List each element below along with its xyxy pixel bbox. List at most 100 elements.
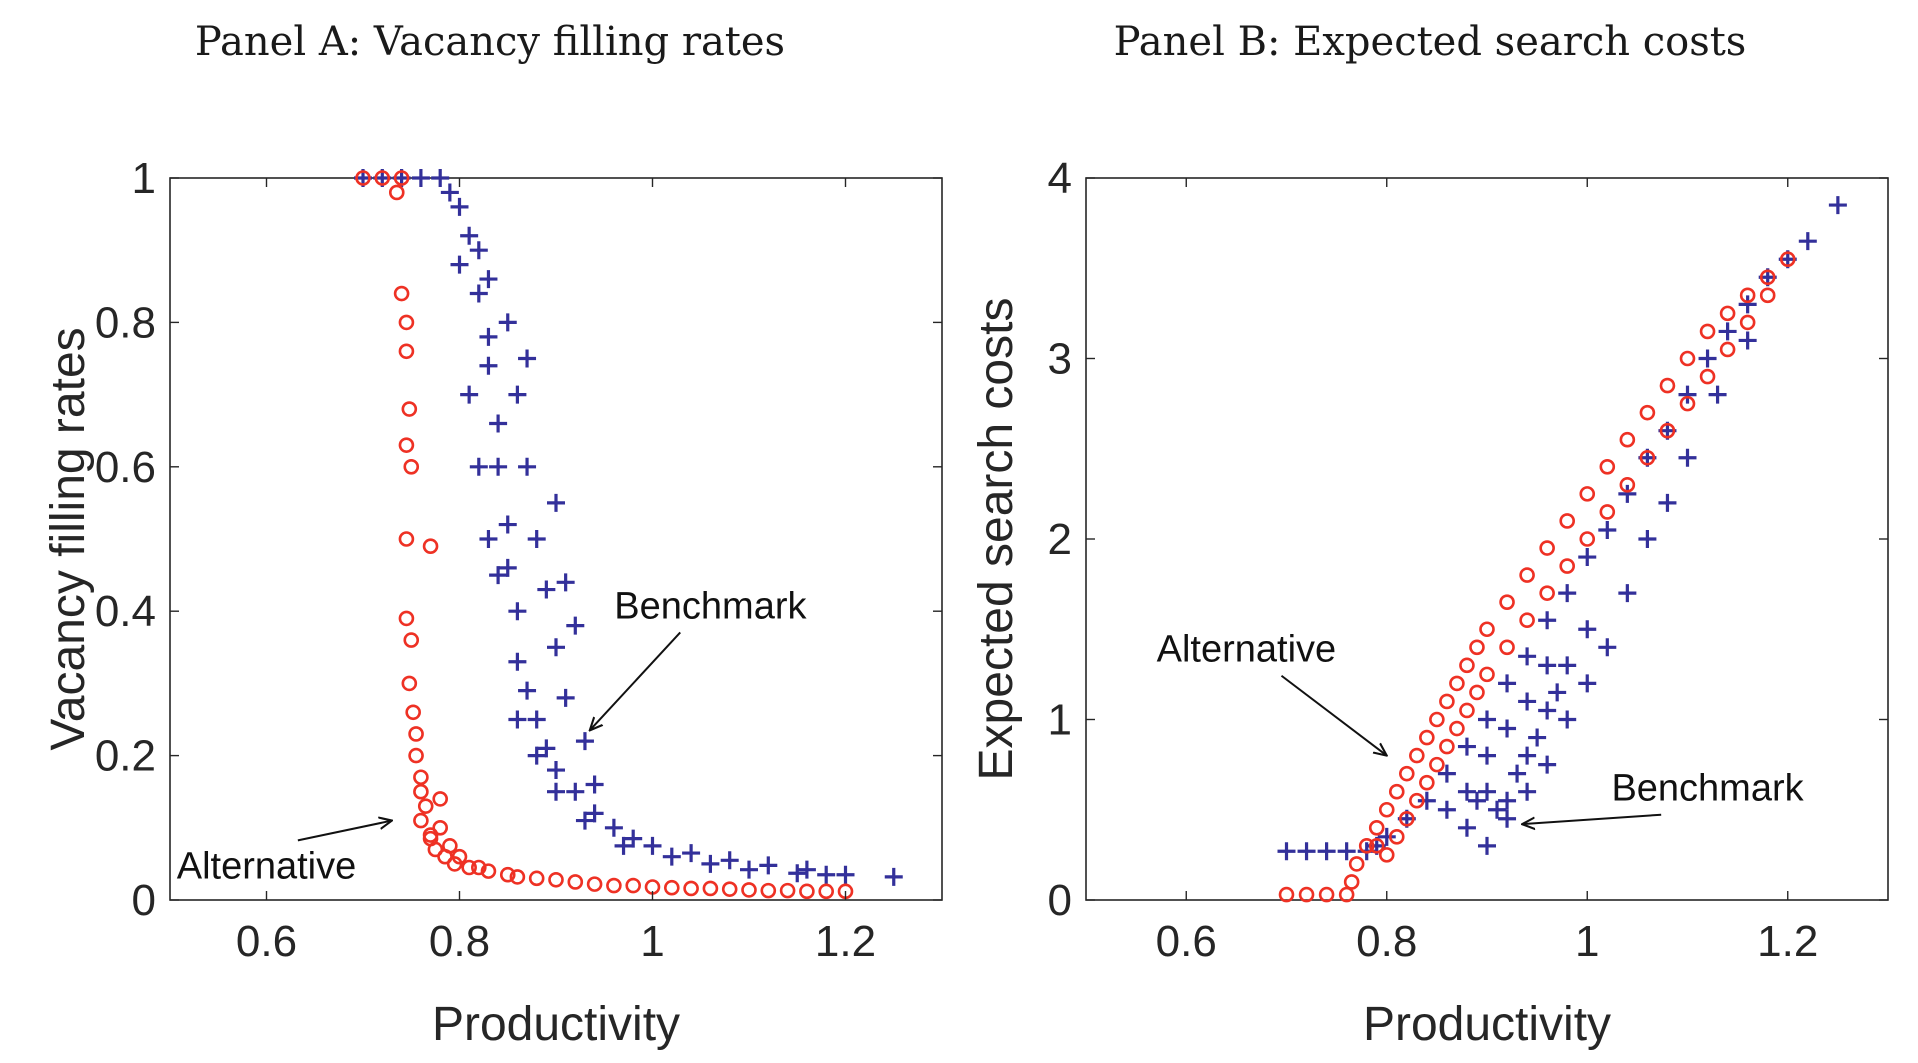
- panel-b-circle-marker: [1419, 774, 1435, 791]
- panel-b-plus-marker: [1508, 764, 1527, 783]
- panel-b-circle-marker: [1639, 404, 1656, 421]
- panel-a-plus-marker: [547, 638, 565, 657]
- panel-a-circle-marker: [528, 870, 545, 887]
- panel-a-circle-marker: [413, 812, 429, 829]
- panel-b-circle-marker: [1298, 886, 1315, 903]
- panel-b: Panel B: Expected search costs 0.6 0.8 1 1.…: [970, 19, 1889, 1051]
- panel-a-circle-marker: [818, 883, 835, 900]
- panel-a-circle-marker: [401, 401, 418, 417]
- panel-a-plus-marker: [508, 710, 527, 729]
- panel-a-circle-marker: [405, 704, 421, 721]
- panel-b-annotations: Alternative Benchmark: [1157, 629, 1805, 824]
- panel-a-plus-marker: [604, 818, 623, 837]
- panel-a-circle-marker: [606, 877, 622, 894]
- panel-b-plus-marker: [1658, 493, 1677, 512]
- panel-a-annotation-benchmark: Benchmark: [614, 585, 807, 627]
- panel-b-annotation-arrow: [1280, 674, 1386, 756]
- panel-a-plus-marker: [585, 804, 604, 823]
- panel-b-circle-marker: [1639, 449, 1656, 466]
- panel-b-circle-marker: [1343, 874, 1360, 890]
- panel-b-circle-marker: [1739, 314, 1756, 331]
- panel-a-plus-marker: [518, 457, 537, 476]
- panel-a-plus-marker: [682, 844, 701, 863]
- panel-a-circle-marker: [398, 343, 415, 360]
- panel-b-circle-marker: [1739, 287, 1756, 304]
- panel-a-plus-marker: [537, 580, 556, 599]
- panel-a-circle-marker: [393, 170, 410, 186]
- panel-b-circle-marker: [1699, 323, 1716, 340]
- panel-b-circle-marker: [1469, 639, 1485, 656]
- panel-b-circle-marker: [1619, 477, 1636, 493]
- panel-b-y-tick-label: 2: [1048, 515, 1072, 564]
- panel-b-circle-marker: [1318, 886, 1335, 903]
- panel-b-plus-marker: [1738, 331, 1757, 350]
- panel-a-plus-marker: [701, 854, 720, 873]
- panel-a-plus-marker: [518, 349, 537, 368]
- panel-a-circle-marker: [437, 848, 453, 865]
- panel-a-circle-marker: [427, 841, 444, 858]
- panel-b-circle-marker: [1759, 269, 1776, 286]
- panel-b-circle-marker: [1479, 666, 1495, 683]
- panel-a-plus-marker: [556, 688, 575, 707]
- panel-a-circle-marker: [422, 827, 439, 843]
- panel-a-plus-marker: [411, 169, 430, 187]
- panel-a-plus-marker: [759, 856, 778, 875]
- panel-a-circle-marker: [663, 879, 680, 896]
- panel-b-plus-marker: [1457, 737, 1476, 756]
- panel-a-plus-marker: [547, 761, 565, 780]
- panel-a-plus-marker: [469, 457, 488, 476]
- panel-a-circle-marker: [401, 675, 418, 692]
- panel-b-circle-marker: [1759, 287, 1776, 304]
- panel-b-circle-marker: [1358, 838, 1375, 854]
- panel-b-annotation-alternative: Alternative: [1157, 629, 1337, 671]
- panel-b-circle-marker: [1368, 819, 1385, 836]
- panel-b-circle-marker: [1779, 251, 1796, 268]
- panel-b-plus-marker: [1558, 710, 1577, 729]
- panel-b-plus-marker: [1317, 842, 1336, 861]
- panel-a-plus-marker: [489, 566, 508, 585]
- panel-b-circle-marker: [1579, 531, 1596, 547]
- panel-b-plus-marker: [1437, 800, 1456, 819]
- panel-a-circle-marker: [499, 866, 516, 883]
- panel-b-circle-marker: [1719, 341, 1736, 358]
- panel-a-title: Panel A: Vacancy filling rates: [195, 19, 785, 65]
- panel-b-title: Panel B: Expected search costs: [1114, 19, 1747, 65]
- panel-b-plus-marker: [1538, 656, 1557, 675]
- panel-b-plus-marker: [1518, 782, 1537, 801]
- panel-a-plus-marker: [508, 652, 527, 671]
- panel-b-plus-marker: [1678, 448, 1697, 467]
- panel-a-circle-marker: [413, 783, 429, 800]
- panel-b-plus-marker: [1578, 548, 1597, 567]
- panel-b-plus-marker: [1548, 683, 1567, 702]
- panel-b-circle-marker: [1388, 783, 1405, 800]
- panel-b-circle-marker: [1499, 594, 1515, 610]
- panel-a-circle-marker: [721, 881, 738, 897]
- panel-a-plus-marker: [469, 241, 488, 260]
- panel-a-x-tick-label: 0.6: [236, 917, 297, 966]
- panel-b-circle-marker: [1409, 747, 1425, 764]
- panel-b-plus-marker: [1277, 842, 1296, 861]
- panel-b-plus-marker: [1437, 764, 1456, 783]
- panel-a-annotation-alternative: Alternative: [177, 845, 357, 887]
- panel-b-circle-marker: [1409, 792, 1425, 809]
- panel-a-circle-marker: [683, 880, 699, 897]
- panel-b-plus-marker: [1417, 791, 1436, 810]
- panel-b-plus-marker: [1708, 385, 1727, 404]
- panel-a-plot-frame: [169, 177, 943, 901]
- panel-a-plus-marker: [537, 739, 556, 758]
- panel-b-circle-marker: [1278, 886, 1295, 903]
- panel-a-circle-marker: [567, 874, 584, 890]
- panel-a-plus-marker: [518, 681, 537, 700]
- panel-b-annotation-arrow: [1522, 813, 1662, 824]
- panel-a-circle-marker: [432, 819, 449, 836]
- panel-b-circle-marker: [1419, 729, 1435, 746]
- panel-b-axis-ticks: 0.6 0.8 1 1.2 0 1 2 3 4: [1048, 154, 1888, 966]
- panel-a-circle-marker: [470, 859, 487, 876]
- panel-b-plus-marker: [1698, 349, 1717, 368]
- panel-b-circle-marker: [1388, 829, 1405, 845]
- panel-b-plus-marker: [1498, 674, 1517, 693]
- panel-a-circle-marker: [393, 285, 410, 302]
- panel-a-circle-marker: [760, 882, 777, 899]
- panel-a-circle-marker: [799, 883, 815, 900]
- panel-b-circle-marker: [1399, 765, 1415, 782]
